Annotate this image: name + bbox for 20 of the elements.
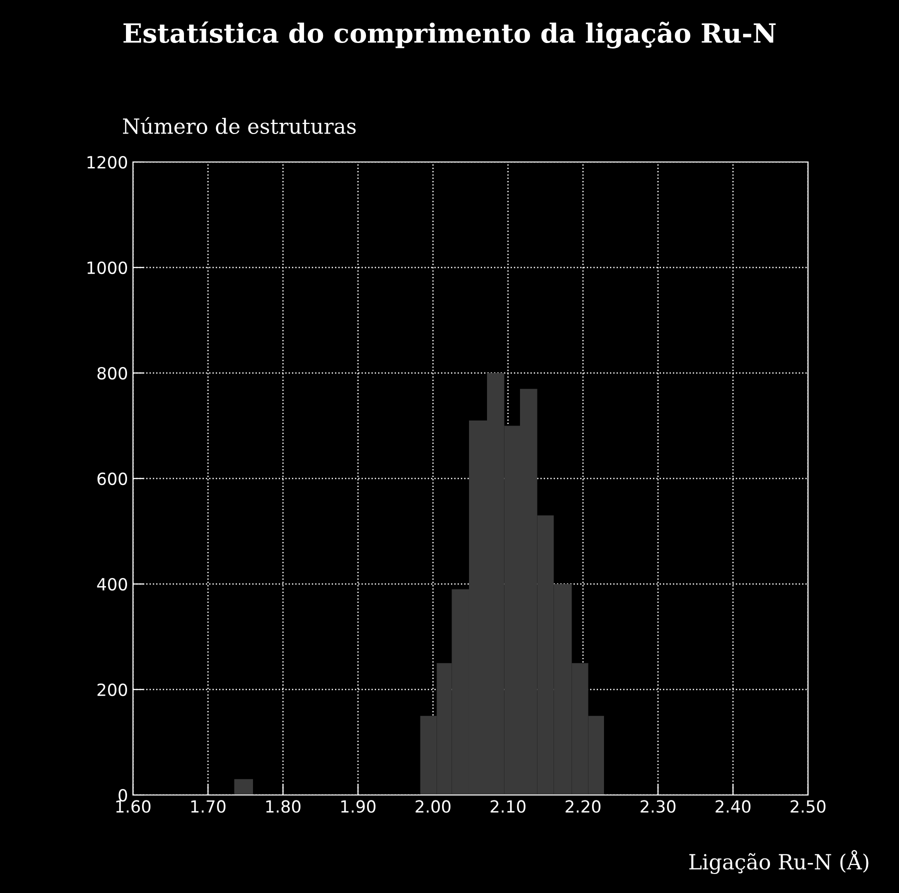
x-tick-label: 2.50: [790, 800, 826, 813]
x-tick-label: 1.80: [266, 800, 300, 813]
x-tick-label: 1.60: [116, 800, 150, 813]
y-tick-label: 1000: [88, 261, 128, 274]
y-tick-label: 200: [98, 683, 128, 696]
x-tick-label: 2.40: [716, 800, 750, 813]
x-tick-label: 2.10: [490, 800, 526, 813]
y-tick-label: 400: [97, 578, 128, 591]
y-tick-label: 800: [97, 366, 128, 380]
x-axis-title: Ligação Ru-N (Å): [689, 850, 868, 874]
y-tick-label: 0: [118, 788, 128, 802]
chart-title: Estatística do comprimento da ligação Ru-N: [124, 22, 776, 48]
y-tick-label: 600: [97, 472, 128, 486]
x-tick-label: 1.90: [341, 800, 376, 813]
y-axis-title: Número de estruturas: [123, 117, 356, 134]
y-tick-label: 1200: [88, 156, 128, 169]
x-tick-label: 2.30: [640, 800, 676, 813]
x-tick-label: 1.70: [191, 800, 226, 813]
x-tick-label: 2.20: [566, 800, 600, 813]
x-tick-label: 2.00: [416, 800, 450, 813]
